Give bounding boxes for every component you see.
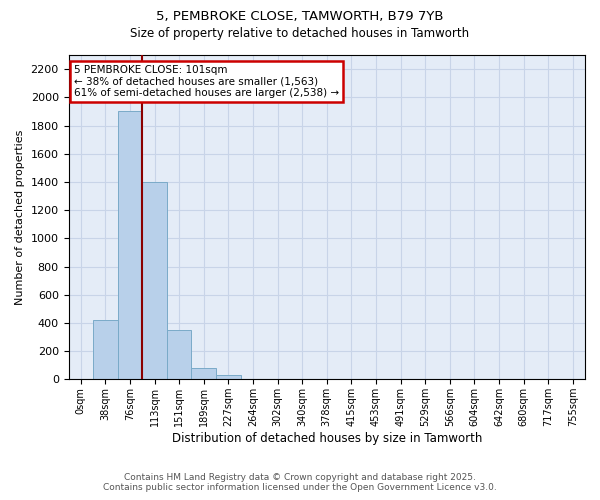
Text: Contains HM Land Registry data © Crown copyright and database right 2025.
Contai: Contains HM Land Registry data © Crown c… xyxy=(103,473,497,492)
Text: Size of property relative to detached houses in Tamworth: Size of property relative to detached ho… xyxy=(130,28,470,40)
Y-axis label: Number of detached properties: Number of detached properties xyxy=(15,130,25,305)
Bar xyxy=(142,182,167,380)
Bar xyxy=(93,320,118,380)
Bar xyxy=(118,112,142,380)
Bar xyxy=(191,368,216,380)
Text: 5, PEMBROKE CLOSE, TAMWORTH, B79 7YB: 5, PEMBROKE CLOSE, TAMWORTH, B79 7YB xyxy=(156,10,444,23)
X-axis label: Distribution of detached houses by size in Tamworth: Distribution of detached houses by size … xyxy=(172,432,482,445)
Bar xyxy=(216,375,241,380)
Text: 5 PEMBROKE CLOSE: 101sqm
← 38% of detached houses are smaller (1,563)
61% of sem: 5 PEMBROKE CLOSE: 101sqm ← 38% of detach… xyxy=(74,64,339,98)
Bar xyxy=(68,378,93,380)
Bar xyxy=(167,330,191,380)
